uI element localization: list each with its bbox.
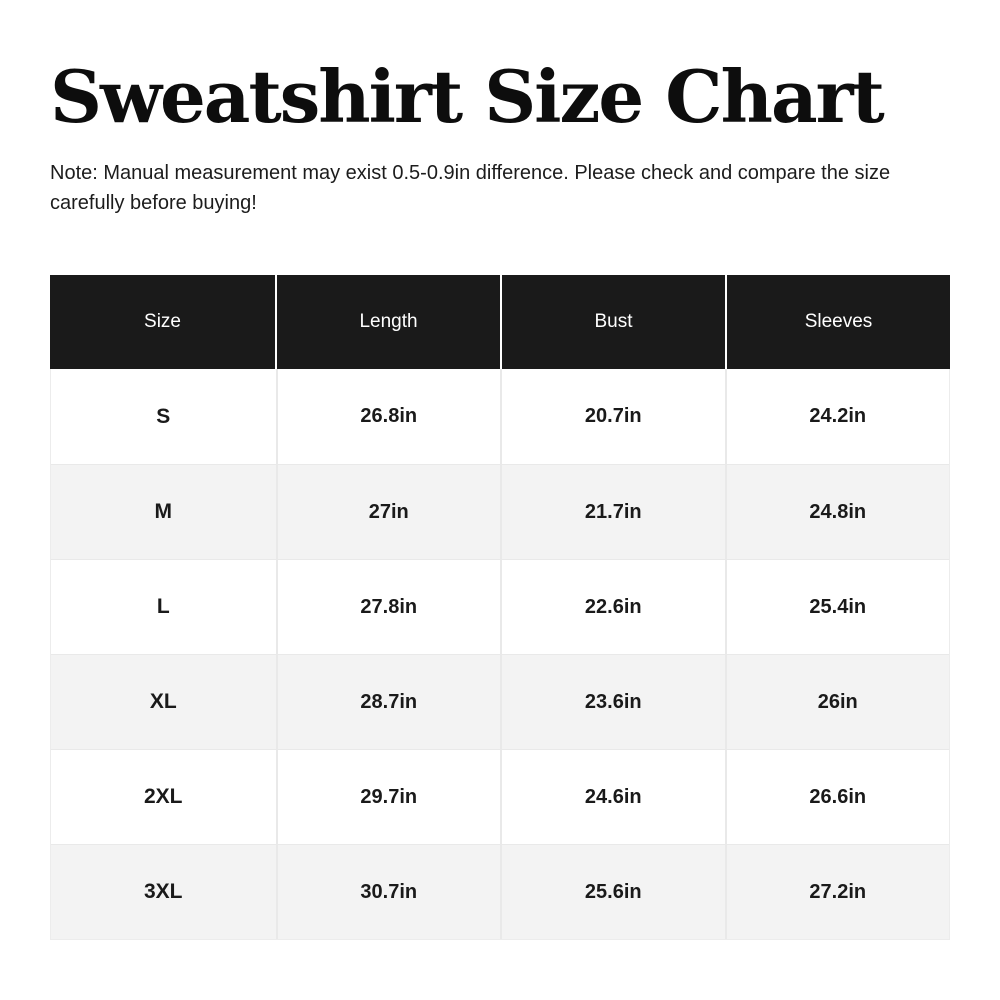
table-row-m: M 27in 21.7in 24.8in xyxy=(51,464,949,559)
table-row-2xl: 2XL 29.7in 24.6in 26.6in xyxy=(51,749,949,844)
cell-sleeves: 24.2in xyxy=(724,369,950,464)
cell-size: M xyxy=(154,500,173,523)
cell-length: 29.7in xyxy=(275,750,501,844)
cell-size: 3XL xyxy=(143,880,183,903)
cell-sleeves: 27.2in xyxy=(724,845,950,939)
cell-length: 26.8in xyxy=(275,369,501,464)
table-row-xl: XL 28.7in 23.6in 26in xyxy=(51,654,949,749)
note-text: Note: Manual measurement may exist 0.5-0… xyxy=(50,162,891,214)
size-chart-page: Sweatshirt Size Chart Note: Manual measu… xyxy=(0,50,1000,1000)
cell-size: 2XL xyxy=(143,785,183,808)
cell-size: XL xyxy=(149,690,177,713)
page-title: Sweatshirt Size Chart xyxy=(50,54,885,139)
cell-length: 28.7in xyxy=(275,655,501,749)
table-row-s: S 26.8in 20.7in 24.2in xyxy=(51,369,949,464)
column-header-size: Size xyxy=(144,311,181,332)
cell-length: 27.8in xyxy=(275,560,501,654)
table-row-l: L 27.8in 22.6in 25.4in xyxy=(51,559,949,654)
cell-bust: 20.7in xyxy=(500,369,725,464)
cell-sleeves: 26in xyxy=(724,655,950,749)
cell-sleeves: 24.8in xyxy=(724,465,950,559)
cell-sleeves: 25.4in xyxy=(724,560,950,654)
cell-size: S xyxy=(156,404,171,428)
cell-sleeves: 26.6in xyxy=(724,750,950,844)
cell-bust: 23.6in xyxy=(500,655,725,749)
cell-bust: 21.7in xyxy=(500,465,725,559)
table-header-row: Size Length Bust Sleeves xyxy=(50,275,950,369)
column-header-sleeves: Sleeves xyxy=(725,275,950,369)
table-body: S 26.8in 20.7in 24.2in M 27in 21.7in 24.… xyxy=(50,369,950,940)
cell-length: 27in xyxy=(275,465,501,559)
cell-bust: 25.6in xyxy=(500,845,725,939)
cell-bust: 24.6in xyxy=(500,750,725,844)
cell-size: L xyxy=(156,595,170,618)
cell-bust: 22.6in xyxy=(500,560,725,654)
size-table: Size Length Bust Sleeves S 26.8in 20.7in… xyxy=(50,275,950,940)
column-header-length: Length xyxy=(275,275,500,369)
column-header-bust: Bust xyxy=(500,275,725,369)
cell-length: 30.7in xyxy=(275,845,501,939)
table-row-3xl: 3XL 30.7in 25.6in 27.2in xyxy=(51,844,949,939)
